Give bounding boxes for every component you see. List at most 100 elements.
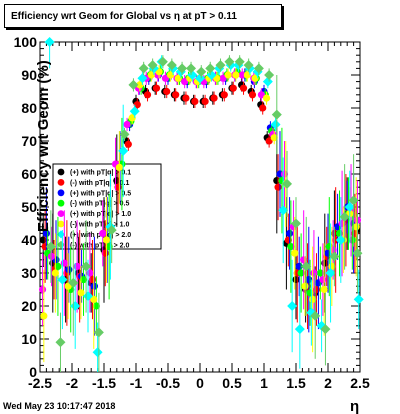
series-8 [45,55,363,372]
data-point [305,276,313,284]
data-point [352,248,363,259]
chart-title: Efficiency wrt Geom for Global vs η at p… [4,4,282,28]
legend-marker [57,210,65,218]
y-tick-label: 10 [21,331,37,347]
data-point [351,229,359,237]
data-point [239,84,248,92]
data-point [152,84,161,92]
data-point [195,73,205,84]
legend-label: (-) with pT|q| > 0.1 [70,180,129,187]
data-point [286,229,294,237]
data-point [320,285,328,294]
data-point [196,66,207,77]
data-point [348,195,359,206]
data-point [157,56,168,67]
data-point [166,60,177,71]
data-point [215,60,226,71]
data-point [133,101,141,109]
x-tick-label: 0.5 [222,375,242,391]
data-point [271,109,282,120]
data-point [90,295,98,303]
data-point [45,241,56,252]
data-point [294,324,305,335]
data-point [70,301,81,311]
data-point [38,285,47,294]
x-tick-label: -1.5 [92,375,116,391]
data-point [253,63,264,74]
data-point [79,276,88,284]
data-point [73,262,81,270]
data-point [344,202,355,212]
data-point [90,282,98,290]
data-point [301,282,309,290]
data-point [352,223,360,231]
data-point [186,63,197,74]
data-point [147,60,158,71]
data-point [224,71,232,79]
data-point [55,337,66,348]
data-point [234,56,245,67]
data-point [77,289,85,297]
data-point [338,219,346,228]
y-tick-label: 20 [21,298,37,314]
data-point [39,236,47,244]
legend: (+) with pT|q| > 0.1 (-) with pT|q| > 0.1… [52,163,162,250]
data-point [243,60,254,71]
data-point [273,177,281,185]
data-point [210,94,218,102]
data-point [143,91,152,99]
legend-marker [57,220,65,228]
legend-label: (-) with pT|q| > 2.0 [70,242,129,249]
x-tick-label: -1 [130,375,143,391]
data-point [102,236,111,244]
data-point [172,91,180,99]
data-point [44,37,55,47]
legend-marker [57,199,65,207]
data-point [287,301,298,311]
data-point [206,70,217,80]
data-point [319,276,327,284]
x-tick-label: -2 [66,375,79,391]
data-point [324,249,332,257]
data-point [297,269,305,277]
y-tick-label: 100 [14,34,38,50]
data-point [54,262,62,270]
legend-marker [57,179,65,186]
x-tick-label: 2 [324,375,332,391]
data-point [329,246,337,254]
data-point [321,259,329,267]
x-tick-label: 2.5 [350,375,370,391]
x-axis-title: η [350,398,359,414]
data-point [328,262,336,270]
data-point [339,211,350,222]
data-point [292,276,300,284]
data-point [353,294,364,305]
data-point [161,74,170,82]
data-point [187,70,198,80]
data-point [41,243,49,251]
data-point [282,178,293,189]
legend-marker [57,230,65,239]
data-point [42,229,51,237]
data-point [205,63,216,74]
data-point [174,74,182,82]
series-2 [41,81,359,330]
legend-label: (+) with pT|q| > 0.1 [70,170,131,177]
data-point [118,145,129,156]
x-tick-label: 1 [260,375,268,391]
data-point [284,236,292,244]
data-point [51,269,59,277]
data-point [229,84,237,92]
data-point [136,81,144,89]
data-point [93,327,104,338]
data-point [60,259,68,267]
y-tick-label: 60 [21,166,37,182]
data-point [83,291,93,302]
data-point [280,170,289,178]
data-point [123,120,131,129]
data-point [224,56,235,67]
data-point [147,71,155,79]
data-point [325,268,336,278]
y-tick-label: 80 [21,100,37,116]
